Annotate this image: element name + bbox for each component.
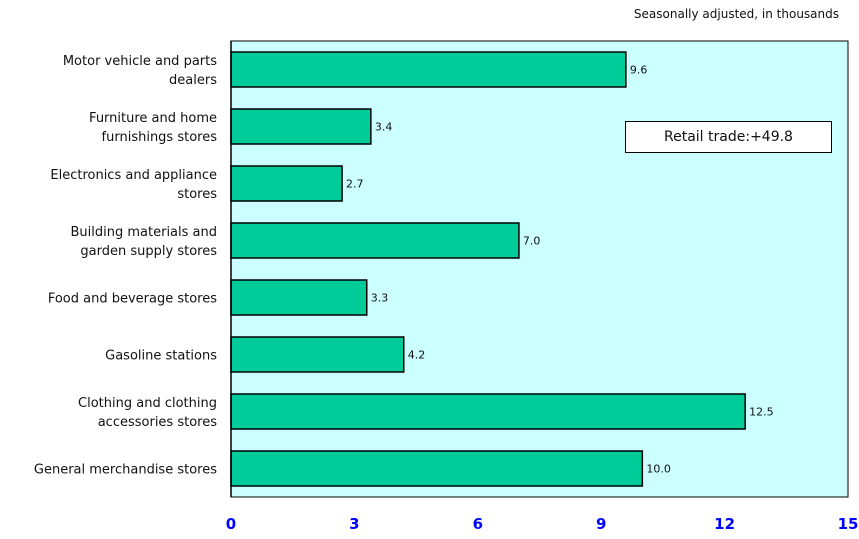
x-tick-label: 9 (596, 515, 606, 533)
x-tick-labels: 0 3 6 9 12 15 (226, 515, 859, 533)
x-tick-label: 15 (838, 515, 859, 533)
bar (230, 222, 520, 259)
bar-value-label: 12.5 (749, 406, 774, 419)
bar (230, 108, 372, 145)
bar (230, 51, 627, 88)
category-label: Clothing and clothing accessories stores (78, 396, 217, 430)
category-label: Furniture and home furnishings stores (89, 111, 217, 145)
category-label: Building materials and garden supply stor… (71, 225, 218, 259)
bar-value-label: 10.0 (646, 463, 671, 476)
bar (230, 450, 644, 487)
x-tick-label: 6 (473, 515, 483, 533)
bar-value-label: 7.0 (523, 235, 541, 248)
category-label: Food and beverage stores (48, 292, 217, 307)
bar-value-label: 9.6 (630, 64, 648, 77)
value-labels: 9.6 3.4 2.7 7.0 3.3 4.2 12.5 10.0 (346, 64, 774, 476)
category-label: Electronics and appliance stores (50, 168, 217, 202)
bar (230, 393, 746, 430)
category-labels: Motor vehicle and parts dealers Furniture … (34, 54, 217, 478)
category-label: Gasoline stations (105, 349, 217, 364)
bar (230, 165, 343, 202)
bar (230, 336, 405, 373)
bar-value-label: 3.3 (371, 292, 389, 305)
x-tick-label: 12 (714, 515, 735, 533)
bar (230, 279, 368, 316)
bar-group (230, 51, 746, 487)
category-label: General merchandise stores (34, 463, 217, 478)
bar-value-label: 4.2 (408, 349, 426, 362)
x-tick-label: 0 (226, 515, 236, 533)
bar-value-label: 2.7 (346, 178, 364, 191)
x-tick-label: 3 (349, 515, 359, 533)
category-label: Motor vehicle and parts dealers (63, 54, 217, 88)
bar-value-label: 3.4 (375, 121, 393, 134)
retail-trade-callout: Retail trade:+49.8 (625, 121, 832, 153)
chart-subtitle: Seasonally adjusted, in thousands (633, 7, 839, 21)
